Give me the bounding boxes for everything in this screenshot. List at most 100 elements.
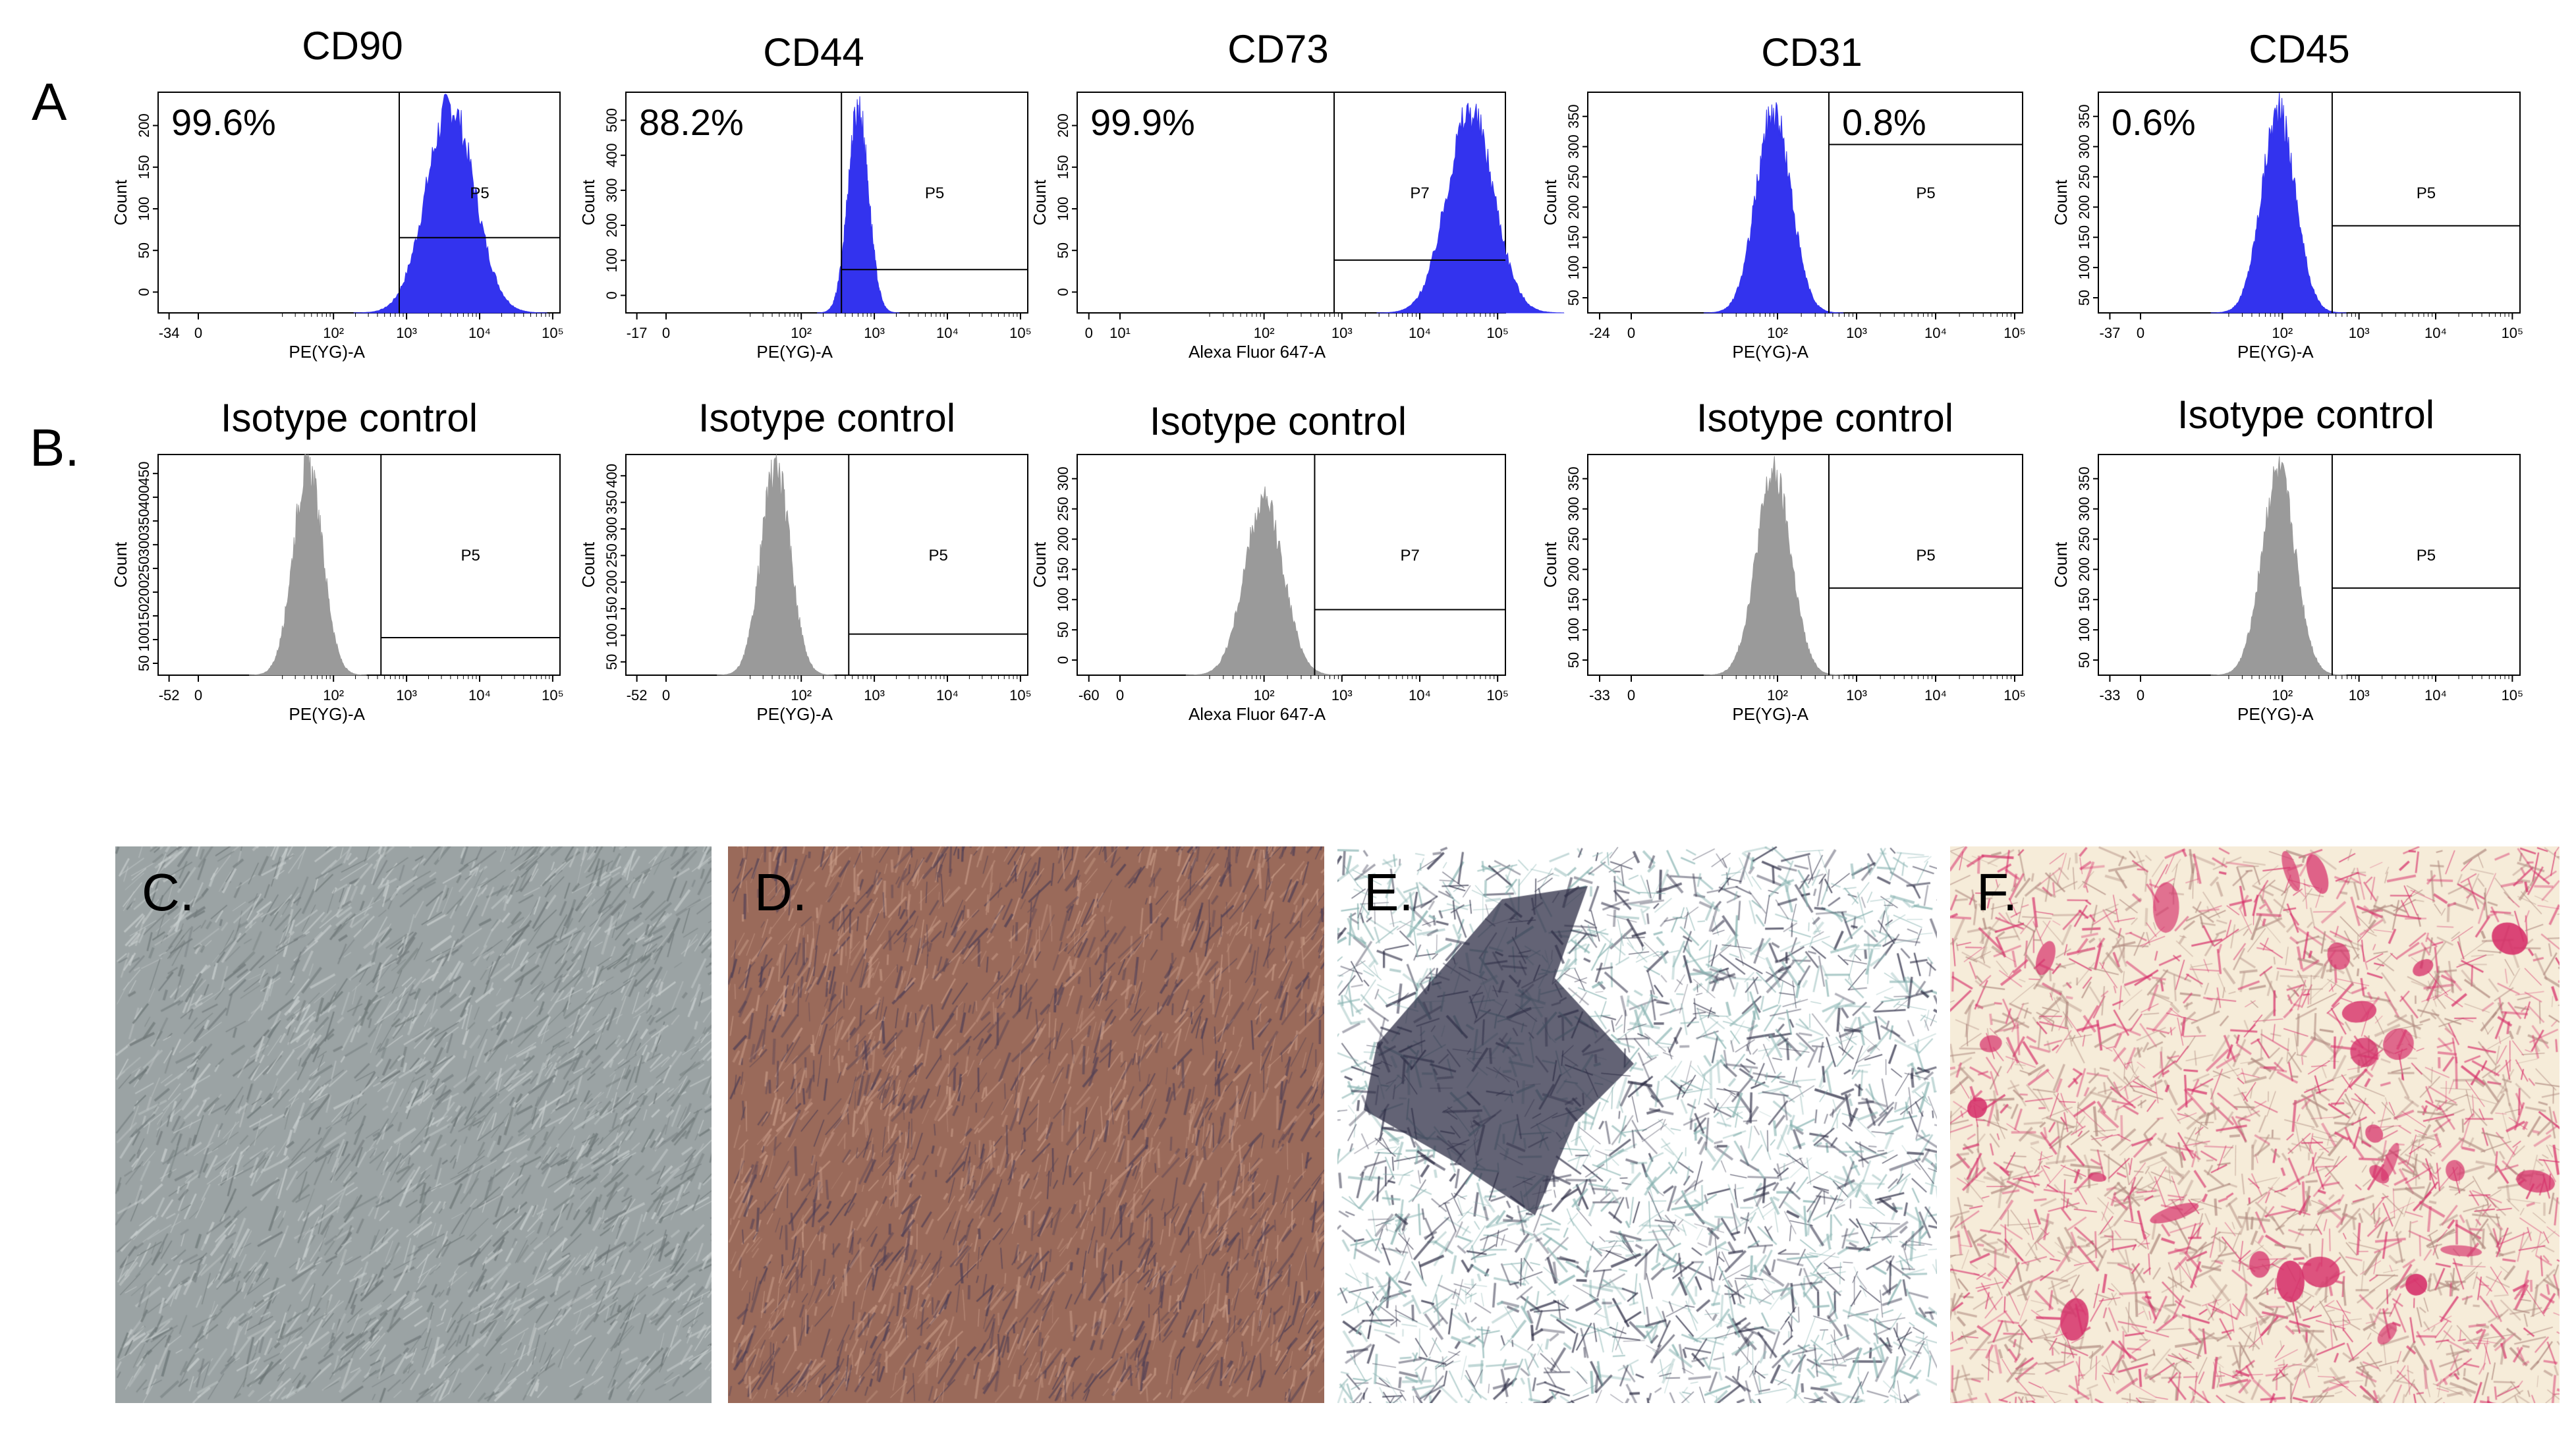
y-tick-label: 100 <box>136 197 152 221</box>
x-tick-label: 0 <box>662 325 670 341</box>
x-tick-label: 10⁵ <box>2003 687 2026 703</box>
y-tick-label: 400 <box>603 143 620 167</box>
x-axis-label: PE(YG)-A <box>1732 704 1808 724</box>
gate-name: P5 <box>2417 547 2436 565</box>
x-axis-label: PE(YG)-A <box>2237 704 2314 724</box>
x-tick-label: 10⁵ <box>2502 687 2524 703</box>
y-tick-label: 500 <box>603 108 620 132</box>
x-tick-label: 0 <box>2137 325 2144 341</box>
y-tick-label: 200 <box>1565 557 1582 582</box>
y-tick-label: 0 <box>1055 288 1071 296</box>
y-tick-label: 100 <box>2076 256 2092 280</box>
histogram-cd44: P5 88.2% -17 0 10² 10³ 10⁴ 10⁵ PE(YG)-A 0 100 200 30… <box>578 92 1032 362</box>
histogram-cd45: P5 0.6% -37 0 10² 10³ 10⁴ 10⁵ PE(YG)-A 50 100 150 20… <box>2051 92 2523 362</box>
y-tick-label: 50 <box>1055 622 1071 638</box>
x-tick-label: -17 <box>627 325 648 341</box>
micrograph-e-image <box>1337 846 1937 1403</box>
x-tick-label: 10² <box>323 687 344 703</box>
y-tick-label: 150 <box>2076 225 2092 250</box>
gate-name: P5 <box>2417 184 2436 202</box>
x-tick-label: 10² <box>2272 325 2293 341</box>
x-tick-label: 10⁴ <box>936 687 959 703</box>
histogram-area <box>1703 102 1844 314</box>
x-tick-label: 10⁵ <box>542 687 564 703</box>
y-tick-label: 350 <box>2076 466 2092 491</box>
y-tick-label: 350 <box>1565 104 1582 128</box>
histogram-area <box>1703 456 1844 676</box>
histogram-area <box>1185 486 1343 676</box>
histogram-area <box>716 454 835 676</box>
gate-name: P5 <box>461 547 480 565</box>
y-tick-label: 150 <box>2076 588 2092 612</box>
x-tick-label: 10² <box>1254 325 1275 341</box>
micrograph-f-label: F. <box>1976 863 2018 922</box>
gate-name: P5 <box>1916 184 1935 202</box>
histogram-isotype-1: P5 -52 0 10² 10³ 10⁴ 10⁵ PE(YG)-A 50 100150200250… <box>111 454 564 724</box>
x-tick-label: 10⁵ <box>542 325 564 341</box>
y-tick-label: 100 <box>1055 588 1071 612</box>
plot-frame <box>157 454 561 676</box>
gate-name: P5 <box>925 184 944 202</box>
x-tick-label: 10⁵ <box>1486 325 1509 341</box>
micrograph-d: D. <box>728 846 1324 1403</box>
x-tick-label: 10² <box>791 687 812 703</box>
y-tick-label: 250 <box>603 543 620 568</box>
row-label-b: B. <box>30 418 80 477</box>
x-tick-label: 0 <box>662 687 670 703</box>
y-tick-label: 250 <box>1565 527 1582 551</box>
x-tick-label: 0 <box>1627 687 1635 703</box>
gate-name: P5 <box>1916 547 1935 565</box>
y-tick-label: 450 <box>136 461 152 485</box>
y-tick-label: 300 <box>1565 134 1582 159</box>
plot-title-isotype-1: Isotype control <box>220 396 478 440</box>
y-tick-label: 0 <box>603 291 620 299</box>
x-tick-label: 0 <box>194 687 202 703</box>
micrograph-d-image <box>728 846 1324 1403</box>
y-tick-label: 150 <box>1565 225 1582 250</box>
x-axis-label: PE(YG)-A <box>756 342 833 362</box>
micrograph-f-image <box>1950 846 2560 1403</box>
y-tick-label: 300 <box>136 533 152 557</box>
x-tick-label: 10⁵ <box>1486 687 1509 703</box>
x-tick-label: 10³ <box>396 687 417 703</box>
gate-name: P5 <box>928 547 947 565</box>
x-axis-label: PE(YG)-A <box>2237 342 2314 362</box>
y-tick-label: 250 <box>1565 165 1582 189</box>
x-tick-label: -33 <box>2100 687 2121 703</box>
plot-frame <box>625 454 1028 676</box>
gate-name: P5 <box>470 184 489 202</box>
y-tick-label: 200 <box>603 570 620 594</box>
x-tick-label: 10⁴ <box>2424 687 2447 703</box>
y-tick-label: 100 <box>1565 256 1582 280</box>
y-axis-label: Count <box>1540 179 1560 225</box>
x-axis-label: Alexa Fluor 647-A <box>1189 342 1326 362</box>
x-tick-label: 0 <box>1116 687 1124 703</box>
y-tick-label: 100 <box>603 623 620 648</box>
x-tick-label: -24 <box>1589 325 1610 341</box>
x-tick-label: 10³ <box>1846 687 1867 703</box>
y-tick-label: 150 <box>603 597 620 621</box>
x-tick-label: 0 <box>1085 325 1093 341</box>
y-tick-label: 350 <box>2076 104 2092 128</box>
x-tick-label: -37 <box>2100 325 2121 341</box>
gate-percentage: 0.8% <box>1842 101 1926 143</box>
x-tick-label: 10⁴ <box>468 325 491 341</box>
x-tick-label: -33 <box>1589 687 1610 703</box>
row-label-a: A <box>32 72 67 131</box>
x-tick-label: 0 <box>194 325 202 341</box>
y-tick-label: 200 <box>136 113 152 138</box>
gate-percentage: 99.9% <box>1090 101 1195 143</box>
y-axis-label: Count <box>1540 541 1560 588</box>
x-tick-label: 10⁴ <box>1924 687 1947 703</box>
plot-title-isotype-2: Isotype control <box>698 396 956 440</box>
x-axis-label: PE(YG)-A <box>289 342 365 362</box>
histogram-cd31: P5 0.8% -24 0 10² 10³ 10⁴ 10⁵ PE(YG)-A 50 100 150 20… <box>1540 92 2026 362</box>
y-tick-label: 200 <box>2076 195 2092 219</box>
x-tick-label: 10⁴ <box>936 325 959 341</box>
y-tick-label: 100 <box>1055 197 1071 221</box>
histogram-area <box>248 454 367 676</box>
x-tick-label: 10² <box>791 325 812 341</box>
y-tick-label: 400 <box>603 464 620 488</box>
x-tick-label: 10³ <box>1331 325 1353 341</box>
micrograph-d-label: D. <box>754 863 807 922</box>
